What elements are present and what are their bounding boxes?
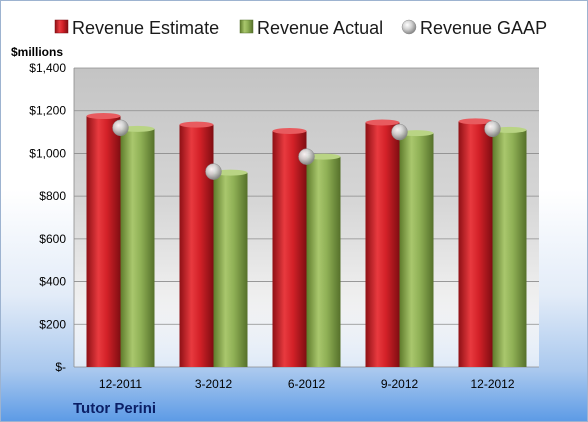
bar-cap-actual xyxy=(306,153,341,160)
legend-swatch-actual xyxy=(239,19,254,34)
company-name: Tutor Perini xyxy=(73,400,156,417)
y-axis-ticks: $- $200 $400 $600 $800 $1,000 $1,200 $1,400 xyxy=(29,61,66,374)
legend-label-actual: Revenue Actual xyxy=(257,18,383,38)
bar-cap-estimate xyxy=(272,128,307,135)
legend-item-estimate: Revenue Estimate xyxy=(54,18,219,38)
bar-revenue-actual xyxy=(306,156,341,367)
x-tick-label: 9-2012 xyxy=(381,377,419,391)
y-tick-label: $200 xyxy=(39,317,66,331)
legend-marker-gaap xyxy=(401,19,417,35)
y-tick-label: $600 xyxy=(39,232,66,246)
bar-revenue-estimate xyxy=(365,122,400,367)
unit-label: $millions xyxy=(11,45,63,59)
bars xyxy=(86,113,527,368)
marker-revenue-gaap xyxy=(391,123,408,141)
bar-revenue-estimate xyxy=(86,116,121,367)
y-tick-label: $1,400 xyxy=(29,61,66,75)
legend-item-gaap: Revenue GAAP xyxy=(401,18,547,38)
marker-revenue-gaap xyxy=(298,148,315,165)
bar-revenue-actual xyxy=(399,133,434,367)
bar-revenue-actual xyxy=(120,128,155,367)
bar-cap-actual xyxy=(492,126,527,133)
gaap-markers xyxy=(112,119,501,180)
x-tick-label: 3-2012 xyxy=(195,377,233,391)
legend-label-estimate: Revenue Estimate xyxy=(72,18,219,38)
x-axis-ticks: 12-2011 3-2012 6-2012 9-2012 12-2012 xyxy=(99,377,515,391)
bar-cap-actual xyxy=(213,169,248,176)
legend: Revenue Estimate Revenue Actual Revenue … xyxy=(54,18,547,38)
legend-item-actual: Revenue Actual xyxy=(239,18,383,38)
bar-cap-estimate xyxy=(365,119,400,126)
legend-label-gaap: Revenue GAAP xyxy=(420,18,547,38)
bar-cap-estimate xyxy=(86,113,121,120)
y-tick-label: $1,200 xyxy=(29,104,66,118)
y-tick-label: $- xyxy=(55,360,66,374)
y-tick-label: $400 xyxy=(39,275,66,289)
legend-swatch-estimate xyxy=(54,19,69,34)
marker-revenue-gaap xyxy=(112,119,129,137)
bar-cap-actual xyxy=(120,125,155,132)
bar-cap-estimate xyxy=(179,121,214,128)
x-tick-label: 12-2011 xyxy=(99,377,142,391)
bar-revenue-actual xyxy=(213,172,248,367)
bar-cap-estimate xyxy=(458,118,493,125)
bar-revenue-actual xyxy=(492,129,527,367)
y-tick-label: $1,000 xyxy=(29,146,66,160)
bar-cap-actual xyxy=(399,130,434,137)
x-tick-label: 12-2012 xyxy=(470,377,514,391)
bar-revenue-estimate xyxy=(272,131,307,367)
bar-revenue-estimate xyxy=(179,124,214,367)
y-tick-label: $800 xyxy=(39,189,66,203)
marker-revenue-gaap xyxy=(205,163,222,180)
marker-revenue-gaap xyxy=(484,120,501,138)
bar-revenue-estimate xyxy=(458,121,493,368)
x-tick-label: 6-2012 xyxy=(288,377,326,391)
